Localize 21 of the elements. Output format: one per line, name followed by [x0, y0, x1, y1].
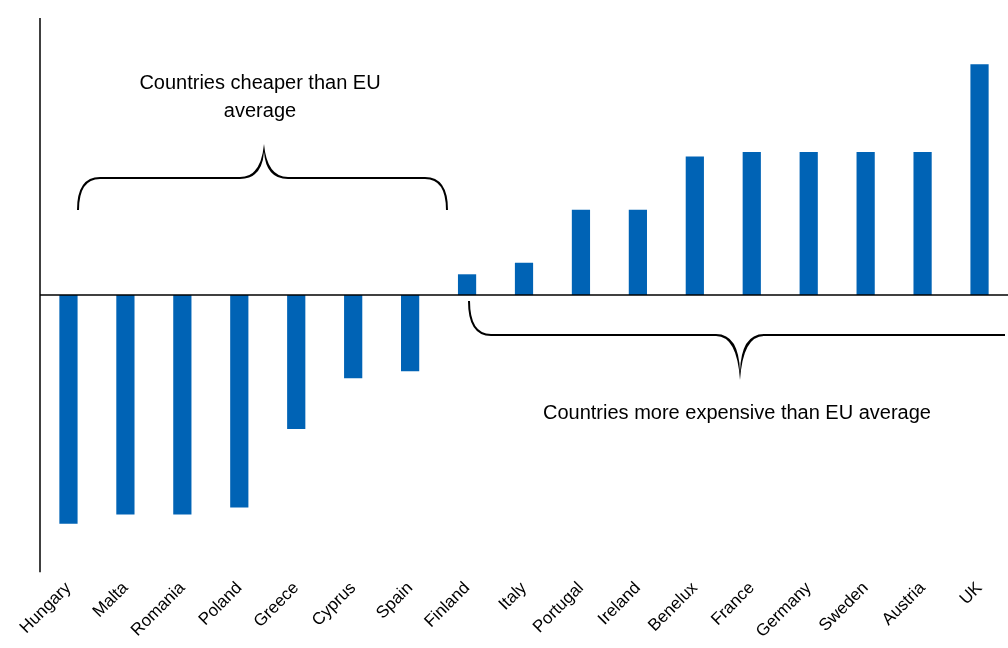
bar	[457, 274, 477, 296]
annotation: Countries cheaper than EU average	[138, 70, 382, 123]
bar	[571, 209, 591, 296]
bar	[799, 151, 818, 296]
bar	[913, 151, 932, 296]
bar	[514, 262, 534, 296]
bar	[287, 295, 306, 429]
bar	[685, 156, 704, 296]
bar	[970, 64, 989, 296]
bar	[59, 295, 78, 524]
bar	[344, 295, 363, 379]
annotation: Countries more expensive than EU average	[542, 400, 932, 425]
bar	[401, 295, 420, 372]
bar	[742, 151, 761, 296]
x-tick-label: UK	[955, 577, 987, 609]
bar	[230, 295, 249, 508]
bar	[628, 209, 647, 296]
bar	[856, 151, 875, 296]
bar	[116, 295, 135, 515]
x-tick-label: Italy	[494, 577, 531, 614]
bar	[173, 295, 192, 515]
